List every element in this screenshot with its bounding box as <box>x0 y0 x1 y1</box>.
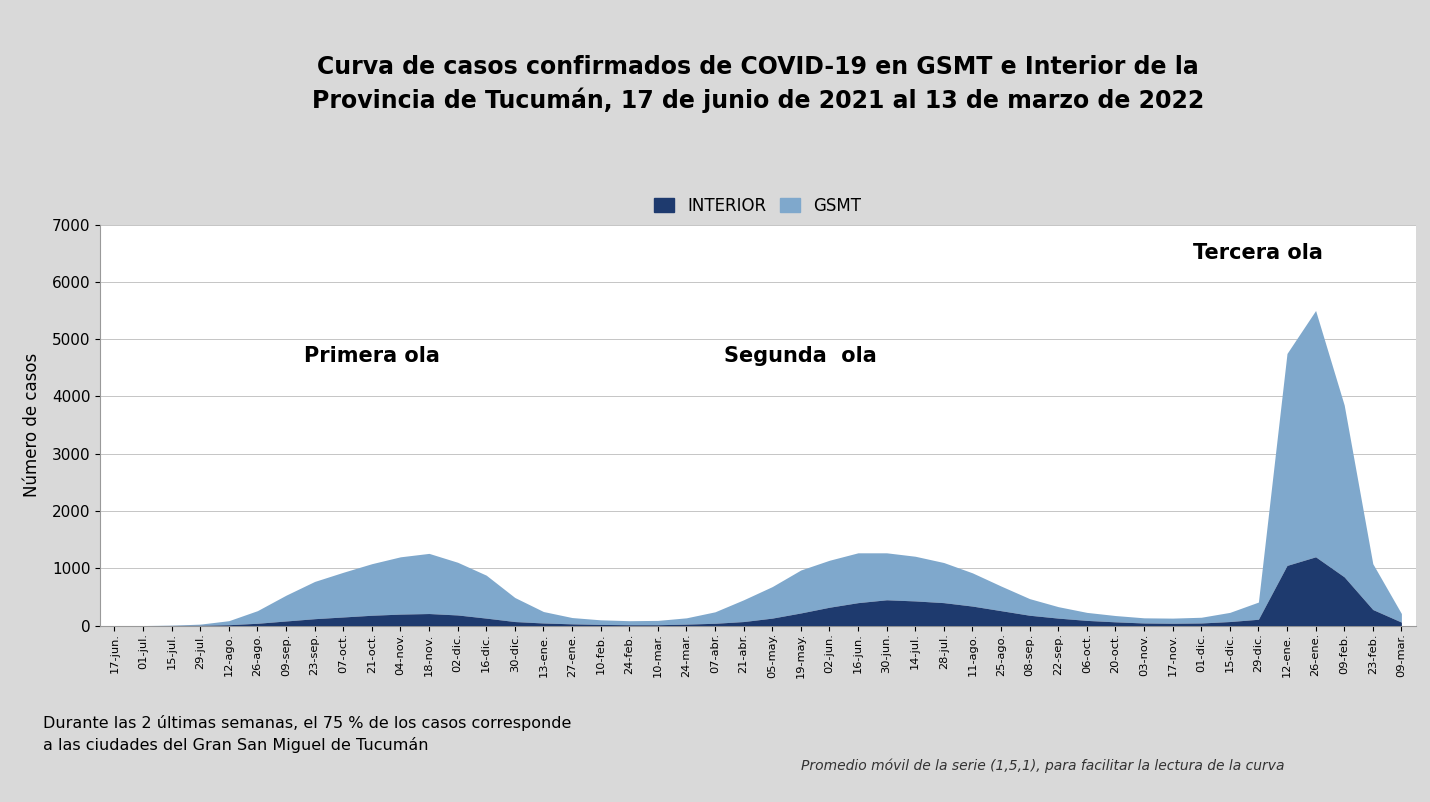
Text: Primera ola: Primera ola <box>303 346 440 367</box>
Y-axis label: Número de casos: Número de casos <box>23 353 40 497</box>
Text: Tercera ola: Tercera ola <box>1194 243 1323 263</box>
Text: Segunda  ola: Segunda ola <box>725 346 877 367</box>
Legend: INTERIOR, GSMT: INTERIOR, GSMT <box>655 196 861 215</box>
Text: Promedio móvil de la serie (1,5,1), para facilitar la lectura de la curva: Promedio móvil de la serie (1,5,1), para… <box>801 759 1284 773</box>
Text: Curva de casos confirmados de COVID-19 en GSMT e Interior de la
Provincia de Tuc: Curva de casos confirmados de COVID-19 e… <box>312 55 1204 113</box>
Text: Durante las 2 últimas semanas, el 75 % de los casos corresponde
a las ciudades d: Durante las 2 últimas semanas, el 75 % d… <box>43 715 571 753</box>
